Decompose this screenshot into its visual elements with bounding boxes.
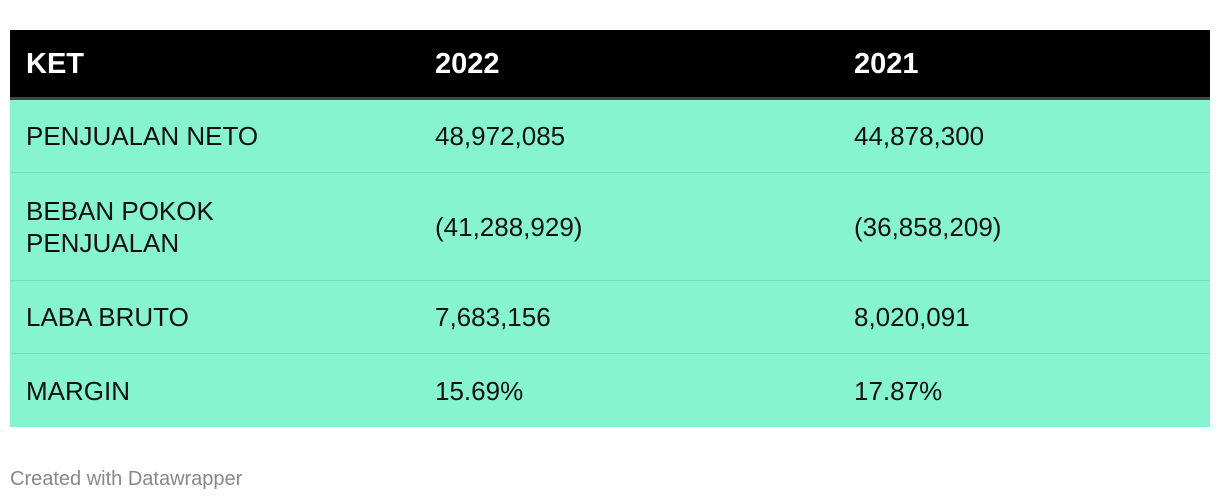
value-cell-2022: 15.69%	[435, 375, 524, 406]
value-cell-2021: 8,020,091	[854, 302, 970, 332]
table-row: PENJUALAN NETO 48,972,085 44,878,300	[10, 100, 1210, 173]
value-cell-2021: 17.87%	[854, 375, 943, 406]
value-cell-2021: 44,878,300	[854, 121, 985, 151]
row-label-cell: PENJUALAN NETO	[26, 121, 259, 151]
table-row: MARGIN 15.69% 17.87%	[10, 354, 1210, 427]
header-cell-2022: 2022	[435, 47, 500, 80]
value-cell-2021: (36,858,209)	[854, 211, 1002, 242]
value-cell-2022: 48,972,085	[435, 121, 566, 151]
data-table: KET 2022 2021 PENJUALAN NETO 48,972,085 …	[10, 30, 1210, 427]
header-cell-2021: 2021	[854, 47, 919, 80]
table-row: LABA BRUTO 7,683,156 8,020,091	[10, 281, 1210, 354]
row-label-cell: BEBAN POKOK PENJUALAN	[26, 195, 214, 258]
datawrapper-credit: Created with Datawrapper	[10, 468, 243, 490]
row-label-cell: LABA BRUTO	[26, 302, 189, 332]
table-row: BEBAN POKOK PENJUALAN (41,288,929) (36,8…	[10, 173, 1210, 281]
value-cell-2022: (41,288,929)	[435, 211, 583, 242]
value-cell-2022: 7,683,156	[435, 302, 551, 332]
row-label-cell: MARGIN	[26, 375, 130, 406]
table-header-row: KET 2022 2021	[10, 30, 1210, 100]
header-cell-ket: KET	[26, 47, 84, 80]
table-body: PENJUALAN NETO 48,972,085 44,878,300 BEB…	[10, 100, 1210, 427]
